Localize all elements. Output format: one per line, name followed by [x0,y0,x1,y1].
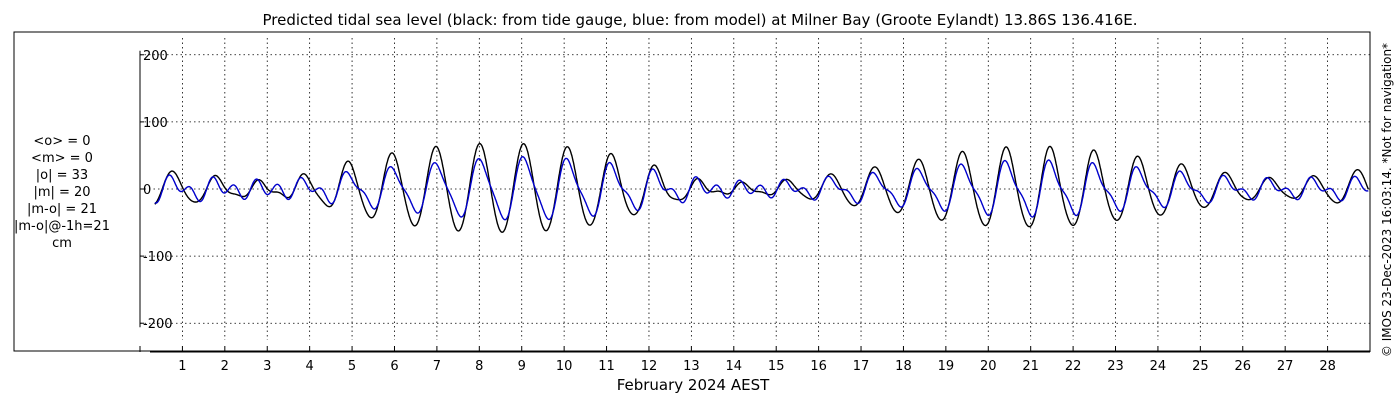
copyright-note: © IMOS 23-Dec-2023 16:03:14. *Not for na… [1380,43,1394,357]
model-line [154,155,1369,221]
y-axis: 200 100 0 -100 -200 [139,49,173,332]
stat-line: |m-o|@-1h=21 [14,219,110,234]
x-tick-label: 25 [1192,359,1209,374]
x-tick-label: 26 [1234,359,1251,374]
chart-title: Predicted tidal sea level (black: from t… [262,11,1137,29]
x-axis-label: February 2024 AEST [617,376,770,394]
y-tick-label: -200 [143,317,173,332]
stat-line: cm [52,236,72,251]
y-tick-label: 100 [143,116,168,131]
x-tick-label: 15 [768,359,785,374]
x-tick-label: 9 [518,359,526,374]
x-tick-label: 1 [178,359,186,374]
x-tick-label: 17 [853,359,870,374]
stat-line: <m> = 0 [31,151,93,166]
x-tick-label: 22 [1065,359,1082,374]
stat-line: <o> = 0 [33,134,90,149]
series-layer [154,142,1369,233]
x-tick-label: 24 [1150,359,1167,374]
x-tick-label: 12 [641,359,658,374]
tide-gauge-line [154,142,1369,233]
x-tick-label: 4 [306,359,314,374]
stat-line: |o| = 33 [36,168,88,183]
x-tick-label: 21 [1022,359,1039,374]
y-tick-label: 0 [143,183,151,198]
x-tick-label: 8 [475,359,483,374]
x-tick-label: 28 [1319,359,1336,374]
x-tick-label: 5 [348,359,356,374]
outer-frame [13,31,1371,352]
stat-line: |m-o| = 21 [27,202,97,217]
x-axis: 1 2 3 4 5 6 7 8 9 10 11 12 13 14 15 16 17 18 19 20 21 22 23 24 2… [139,346,1371,374]
x-tick-label: 20 [980,359,997,374]
x-tick-label: 6 [390,359,398,374]
x-tick-label: 3 [263,359,271,374]
x-tick-label: 7 [433,359,441,374]
x-tick-label: 18 [895,359,912,374]
x-tick-label: 2 [221,359,229,374]
x-tick-label: 16 [810,359,827,374]
x-tick-label: 14 [726,359,743,374]
x-tick-label: 27 [1277,359,1294,374]
x-tick-label: 19 [938,359,955,374]
y-tick-label: -100 [143,250,173,265]
stats-box: <o> = 0 <m> = 0 |o| = 33 |m| = 20 |m-o| = 21… [14,134,110,251]
x-tick-label: 23 [1107,359,1124,374]
x-tick-label: 13 [683,359,700,374]
x-tick-label: 11 [598,359,615,374]
grid-lines [140,38,1370,340]
stat-line: |m| = 20 [33,185,90,200]
y-tick-label: 200 [143,49,168,64]
x-tick-label: 10 [556,359,573,374]
